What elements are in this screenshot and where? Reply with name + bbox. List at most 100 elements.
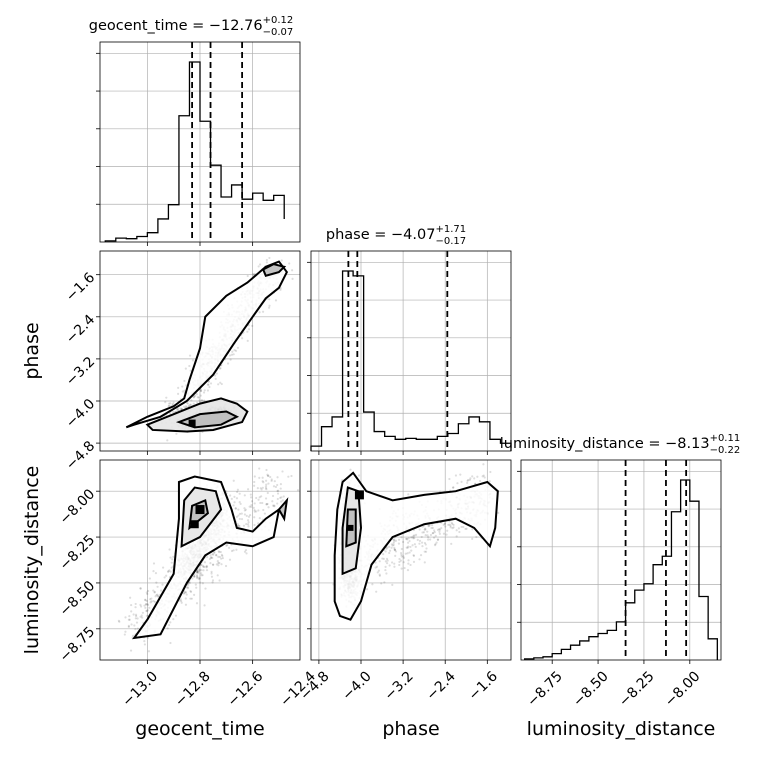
sample-point <box>442 523 445 526</box>
sample-point <box>259 263 262 266</box>
sample-point <box>194 583 197 586</box>
sample-point <box>170 566 173 569</box>
sample-point <box>440 527 443 530</box>
sample-point <box>438 530 441 533</box>
sample-point <box>211 553 214 556</box>
sample-point <box>430 526 433 530</box>
sample-point <box>237 508 240 511</box>
sample-point <box>471 528 474 531</box>
sample-point <box>172 555 175 558</box>
x-axis-label-luminosity_distance: luminosity_distance <box>527 718 716 740</box>
sample-point <box>233 501 236 504</box>
sample-point <box>488 480 491 483</box>
sample-point <box>161 583 164 586</box>
sample-point <box>457 527 460 530</box>
sample-point <box>382 552 385 556</box>
sample-point <box>234 349 238 352</box>
sample-point <box>217 550 220 553</box>
sample-point <box>410 536 413 539</box>
y-tick-label-phase: −2.4 <box>63 312 98 347</box>
density-peak <box>190 520 199 529</box>
sample-point <box>265 503 268 506</box>
sample-point <box>153 600 157 604</box>
sample-point <box>228 354 232 357</box>
title-phase: phase = −4.07+1.71 −0.17 <box>326 224 466 247</box>
sample-point <box>187 583 190 586</box>
sample-point <box>212 563 215 566</box>
sample-point <box>129 596 132 599</box>
sample-point <box>473 477 476 480</box>
sample-point <box>150 600 153 603</box>
sample-point <box>245 522 248 526</box>
panel-frame <box>99 459 301 661</box>
sample-point <box>166 627 169 630</box>
sample-point <box>271 500 274 503</box>
title-luminosity_distance: luminosity_distance = −8.13+0.11 −0.22 <box>500 433 740 456</box>
sample-point <box>196 570 199 574</box>
sample-point <box>215 372 219 375</box>
sample-point <box>183 591 186 594</box>
sample-point <box>209 554 212 557</box>
sample-point <box>148 577 151 580</box>
sample-point <box>181 390 184 393</box>
sample-point <box>279 483 283 486</box>
sample-point <box>444 525 447 528</box>
sample-point <box>383 581 386 584</box>
sample-point <box>210 556 213 559</box>
sample-point <box>154 595 157 598</box>
sample-point <box>195 586 198 589</box>
sample-point <box>211 563 215 566</box>
sample-point <box>375 590 378 593</box>
sample-point <box>428 524 431 527</box>
sample-point <box>402 561 405 564</box>
sample-point <box>230 497 233 501</box>
sample-point <box>218 579 221 582</box>
sample-point <box>153 590 156 594</box>
sample-point <box>433 544 437 547</box>
sample-point <box>261 486 264 489</box>
sample-point <box>202 569 205 572</box>
sample-point <box>134 613 138 616</box>
sample-point <box>215 554 218 557</box>
sample-point <box>167 623 171 627</box>
sample-point <box>288 262 291 265</box>
sample-point <box>196 570 199 573</box>
sample-point <box>259 501 262 505</box>
sample-point <box>257 498 260 501</box>
sample-point <box>189 590 193 594</box>
sample-point <box>128 618 131 621</box>
sample-point <box>217 383 220 386</box>
sample-point <box>438 532 441 535</box>
sample-point <box>460 525 463 529</box>
sample-point <box>139 615 142 618</box>
sample-point <box>167 570 170 573</box>
sample-point <box>386 559 389 562</box>
sample-point <box>262 481 265 484</box>
sample-point <box>210 570 213 573</box>
sample-point <box>243 494 246 497</box>
sample-point <box>398 557 401 561</box>
sample-point <box>242 524 246 527</box>
sample-point <box>407 493 410 496</box>
sample-point <box>239 502 242 506</box>
sample-point <box>193 396 196 399</box>
sample-point <box>252 273 255 276</box>
sample-point <box>412 534 415 537</box>
y-axis-label-phase: phase <box>21 322 43 379</box>
sample-point <box>450 542 453 545</box>
y-tick-label-luminosity_distance: −8.25 <box>57 532 99 574</box>
sample-point <box>205 565 209 568</box>
sample-point <box>471 475 474 478</box>
title-lower-error: −0.22 <box>710 445 741 456</box>
sample-point <box>253 480 256 484</box>
sample-point <box>218 555 222 559</box>
sample-point <box>171 402 174 406</box>
sample-point <box>207 383 210 386</box>
sample-point <box>170 561 173 564</box>
sample-point <box>291 277 294 280</box>
sample-point <box>436 538 439 541</box>
sample-point <box>443 522 447 525</box>
sample-point <box>384 565 387 569</box>
sample-point <box>144 606 147 609</box>
sample-point <box>146 592 149 596</box>
